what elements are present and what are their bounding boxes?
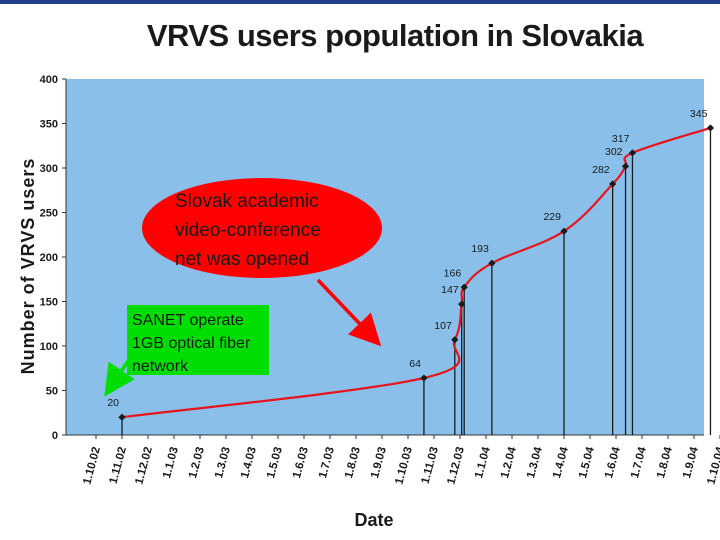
x-tick-label: 1.9.03 — [369, 446, 389, 480]
red-callout-line-2: video-conference — [175, 220, 321, 241]
x-tick-label: 1.10.04 — [705, 445, 720, 486]
x-tick-label: 1.12.03 — [445, 446, 467, 486]
data-label: 229 — [543, 211, 561, 223]
x-tick-label: 1.11.03 — [420, 446, 441, 486]
y-tick-label: 0 — [52, 430, 58, 442]
x-tick-label: 1.8.03 — [343, 446, 363, 480]
data-point — [118, 413, 126, 421]
data-label: 345 — [690, 108, 708, 120]
x-tick-label: 1.10.03 — [393, 446, 415, 486]
y-tick-label: 100 — [40, 341, 58, 353]
x-tick-label: 1.7.04 — [629, 445, 649, 480]
x-tick-label: 1.3.04 — [525, 445, 545, 480]
y-tick-label: 250 — [40, 208, 58, 220]
y-tick-label: 350 — [40, 119, 58, 131]
red-callout-bubble — [142, 178, 382, 278]
green-callout-box — [127, 305, 269, 375]
x-tick-label: 1.3.03 — [213, 446, 233, 480]
y-tick-label: 150 — [40, 297, 58, 309]
x-tick-label: 1.11.02 — [108, 446, 129, 486]
x-tick-label: 1.1.04 — [473, 445, 493, 480]
green-callout-arrow — [104, 357, 135, 397]
data-label: 107 — [434, 320, 452, 332]
x-tick-label: 1.10.02 — [81, 446, 103, 486]
green-callout: SANET operate 1GB optical fiber network — [104, 305, 269, 397]
green-callout-line-1: SANET operate — [132, 312, 244, 329]
x-tick-label: 1.4.03 — [239, 446, 259, 480]
data-label: 302 — [605, 146, 623, 158]
data-label: 282 — [592, 164, 610, 176]
red-callout-line-3: net was opened — [175, 249, 309, 270]
x-tick-label: 1.8.04 — [655, 445, 675, 480]
data-point — [621, 162, 630, 170]
data-label: 20 — [107, 397, 119, 409]
data-point — [706, 124, 715, 132]
x-tick-label: 1.1.03 — [161, 446, 181, 480]
x-tick-label: 1.2.04 — [499, 445, 519, 480]
x-tick-label: 1.4.04 — [551, 445, 571, 480]
x-tick-label: 1.9.04 — [681, 445, 701, 480]
data-point — [420, 374, 428, 382]
data-label: 147 — [441, 284, 459, 296]
x-tick-label: 1.5.03 — [265, 446, 285, 480]
header-bar — [0, 0, 720, 4]
x-tick-label: 1.7.03 — [317, 446, 337, 480]
data-label: 166 — [444, 267, 462, 279]
x-tick-label: 1.2.03 — [187, 446, 207, 480]
x-axis-label: Date — [354, 510, 393, 530]
x-tick-label: 1.5.04 — [577, 445, 597, 480]
data-label: 64 — [409, 358, 421, 370]
red-callout: Slovak academic video-conference net was… — [142, 178, 382, 347]
data-label: 317 — [612, 133, 630, 145]
data-point — [560, 227, 568, 235]
x-tick-label: 1.12.02 — [133, 446, 155, 486]
green-callout-line-2: 1GB optical fiber — [132, 335, 251, 352]
x-tick-label: 1.6.03 — [291, 446, 311, 480]
y-axis-label: Number of VRVS users — [18, 158, 38, 375]
data-label: 193 — [471, 243, 489, 255]
chart-title: VRVS users population in Slovakia — [146, 18, 644, 53]
data-point — [609, 180, 617, 188]
data-point — [451, 336, 459, 344]
y-tick-label: 50 — [46, 386, 58, 398]
data-point — [488, 259, 496, 267]
data-point — [460, 283, 468, 291]
y-tick-label: 400 — [40, 74, 58, 86]
green-callout-line-3: network — [132, 358, 189, 375]
red-callout-arrow — [316, 278, 382, 347]
y-tick-label: 300 — [40, 163, 58, 175]
y-tick-label: 200 — [40, 252, 58, 264]
data-point — [628, 149, 637, 157]
data-point — [458, 300, 466, 308]
plot-area — [66, 79, 704, 435]
x-tick-label: 1.6.04 — [603, 445, 623, 480]
red-callout-line-1: Slovak academic — [175, 191, 319, 212]
